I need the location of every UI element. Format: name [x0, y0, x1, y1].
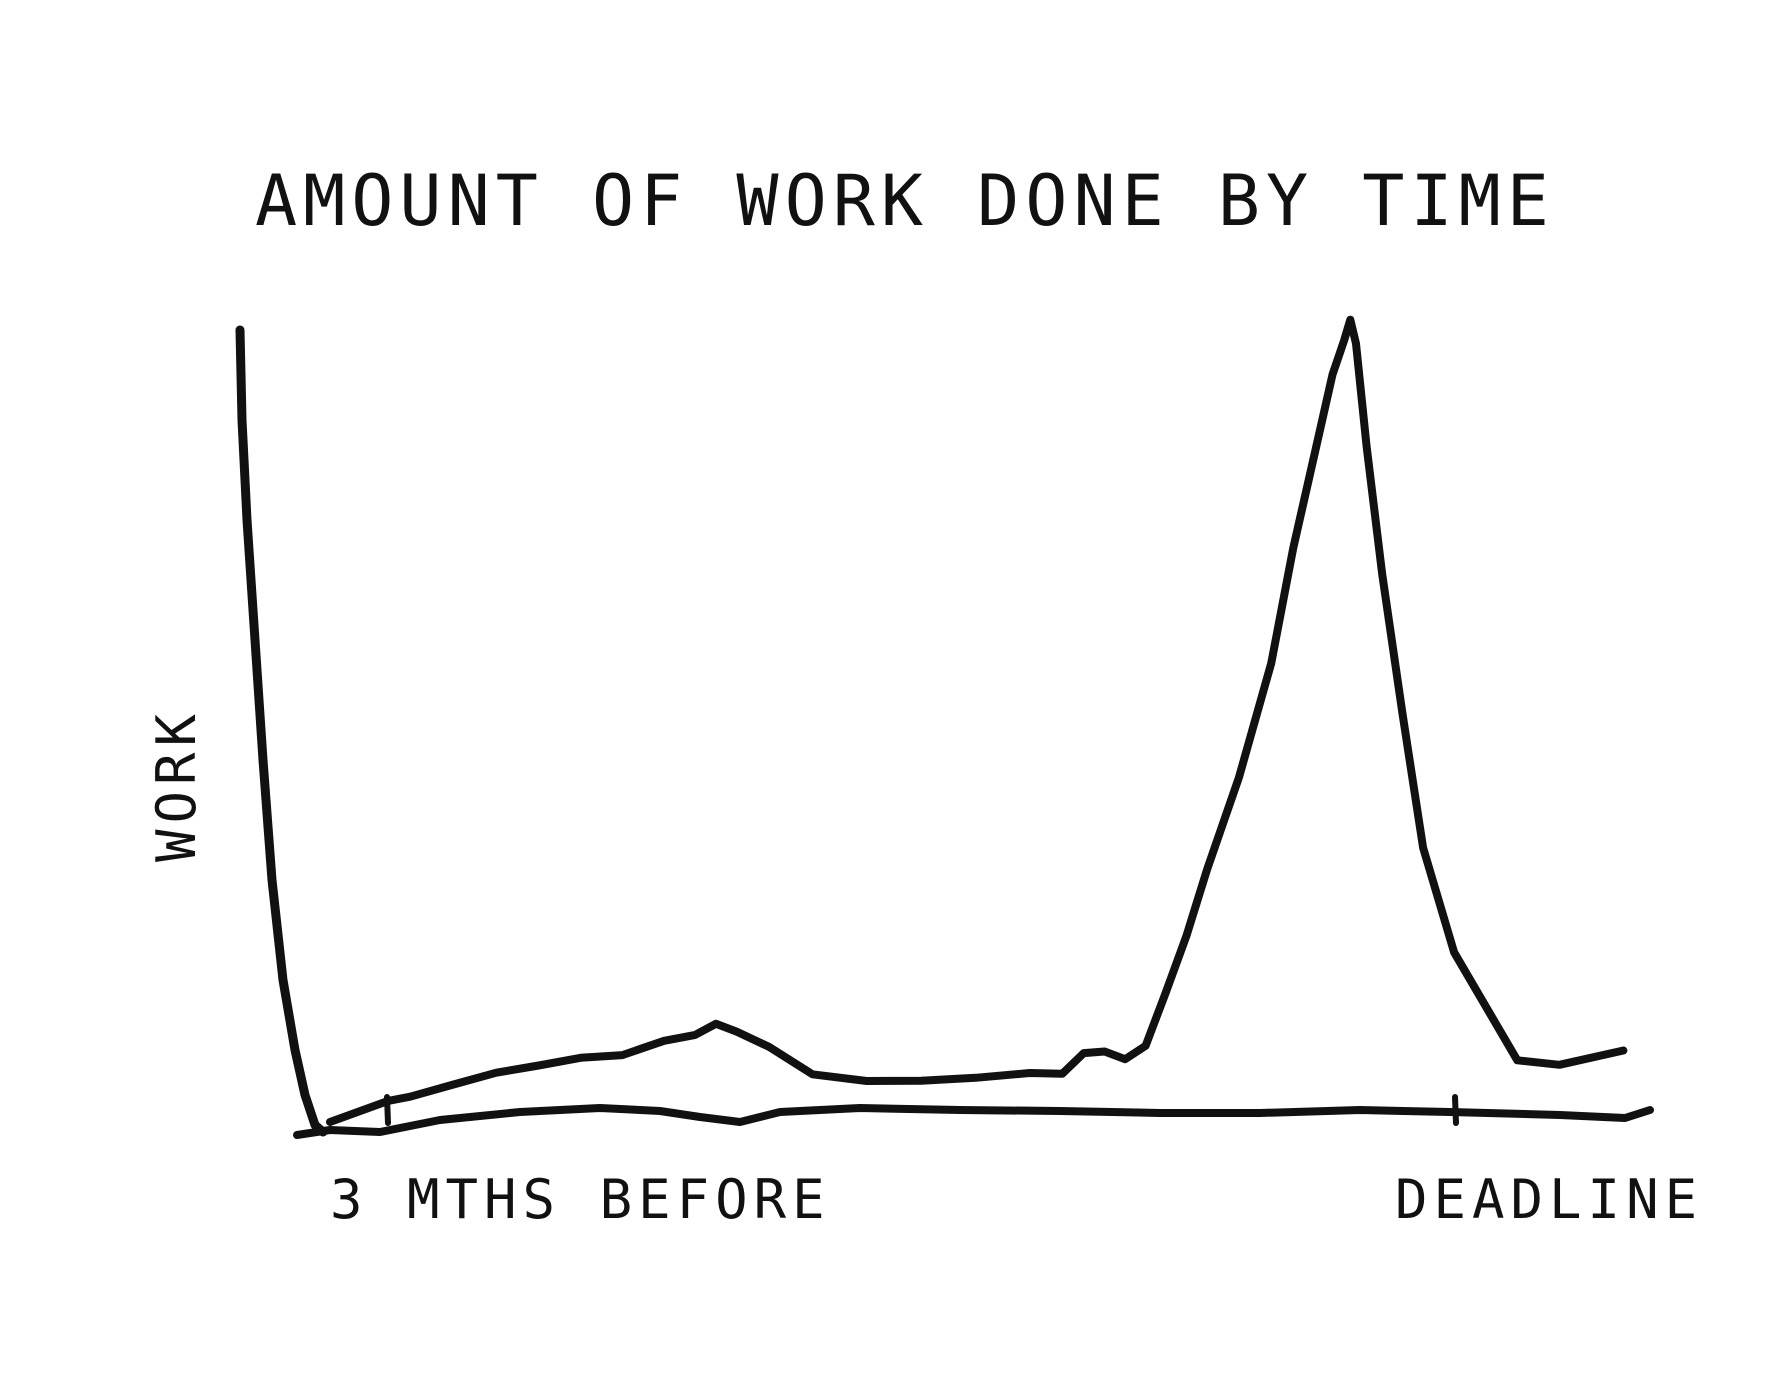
data-point: [1025, 1071, 1031, 1077]
data-point: [1559, 1059, 1565, 1065]
data-point: [1351, 339, 1357, 345]
data-point: [1078, 1052, 1084, 1058]
data-point: [491, 1069, 497, 1075]
data-point: [1206, 867, 1212, 873]
data-point: [715, 1023, 721, 1029]
data-point: [1292, 547, 1298, 553]
x-tick-label-1: DEADLINE: [1395, 1168, 1703, 1231]
data-point: [662, 1040, 668, 1046]
data-point: [1361, 445, 1367, 451]
x-axis-line: [293, 1104, 1654, 1139]
data-point: [1238, 775, 1244, 781]
data-point: [534, 1063, 540, 1069]
x-tick-mark-1: [1452, 1094, 1459, 1126]
data-point: [736, 1026, 742, 1032]
data-point: [1329, 374, 1335, 380]
chart-title: AMOUNT OF WORK DONE BY TIME: [255, 160, 1555, 242]
data-point: [694, 1030, 700, 1036]
data-point: [918, 1077, 924, 1083]
data-point: [1057, 1069, 1063, 1075]
data-point: [384, 1100, 390, 1106]
data-point: [1340, 335, 1346, 341]
data-point: [1185, 932, 1191, 938]
data-point: [1345, 319, 1351, 325]
data-point: [1164, 991, 1170, 997]
y-axis-label: WORK: [145, 708, 208, 862]
data-point: [768, 1046, 774, 1052]
data-point: [1142, 1041, 1148, 1047]
data-point: [576, 1055, 582, 1061]
y-axis-line: [235, 325, 328, 1137]
data-point: [1452, 948, 1458, 954]
data-point: [1399, 712, 1405, 718]
data-point: [1623, 1050, 1629, 1056]
series-line-0: [326, 315, 1628, 1126]
data-point: [448, 1083, 454, 1089]
x-tick-label-0: 3 MTHS BEFORE: [330, 1168, 831, 1231]
data-point: [1313, 445, 1319, 451]
data-point: [1516, 1059, 1522, 1065]
data-point: [619, 1051, 625, 1057]
data-point: [1377, 571, 1383, 577]
data-point: [405, 1092, 411, 1098]
data-point: [971, 1074, 977, 1080]
data-point: [865, 1079, 871, 1085]
data-point: [1100, 1046, 1106, 1052]
data-point: [811, 1070, 817, 1076]
data-point: [1420, 846, 1426, 852]
data-point: [1121, 1059, 1127, 1065]
data-point: [1270, 659, 1276, 665]
